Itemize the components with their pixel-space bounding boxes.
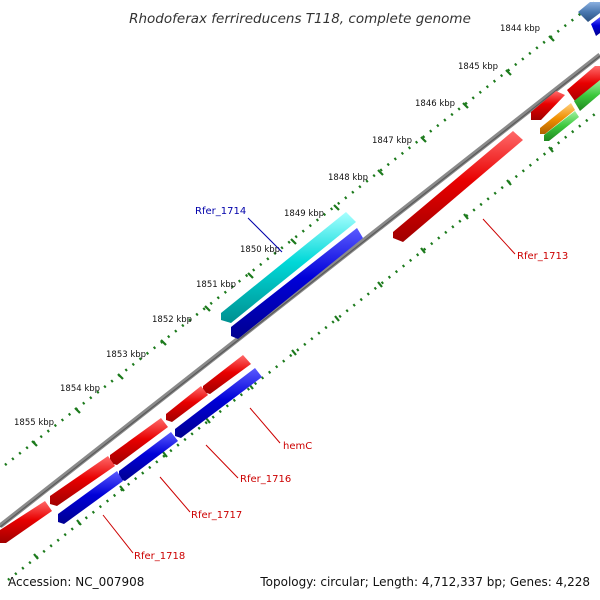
label-leaders: [102, 217, 516, 554]
gene-arrow-orange: [540, 103, 575, 134]
tick-label: 1851 kbp: [196, 280, 236, 290]
gene-arrow-red: [0, 501, 52, 543]
gene-arrow-Rfer_1714: [221, 212, 356, 323]
tick-label: 1854 kbp: [60, 384, 100, 394]
gene-arrow-red: [50, 456, 115, 506]
tick-label: 1848 kbp: [328, 173, 368, 183]
tick-label: 1853 kbp: [106, 350, 146, 360]
gene-arrow-steel: [578, 2, 600, 22]
gene-arrow-red: [203, 355, 251, 394]
gene-arrow-Rfer_1716: [119, 432, 178, 481]
genome-backbone: [0, 53, 600, 528]
gene-arrow-blue: [231, 228, 363, 339]
gene-label-Rfer_1717: Rfer_1717: [191, 510, 242, 521]
tick-label: 1852 kbp: [152, 315, 192, 325]
gene-arrow-red: [166, 386, 208, 422]
gene-label-Rfer_1713: Rfer_1713: [517, 251, 568, 262]
genome-summary-text: Topology: circular; Length: 4,712,337 bp…: [259, 575, 590, 589]
inner-tick-track: [7, 108, 600, 582]
gene-arrow-green: [574, 80, 600, 111]
tick-label: 1850 kbp: [240, 245, 280, 255]
gene-label-Rfer_1714: Rfer_1714: [195, 206, 246, 217]
gene-label-hemC: hemC: [283, 441, 312, 452]
gene-arrow-red: [567, 66, 600, 104]
gene-label-Rfer_1716: Rfer_1716: [240, 474, 291, 485]
tick-labels: 1844 kbp 1845 kbp 1846 kbp 1847 kbp 1848…: [14, 24, 540, 428]
accession-text: Accession: NC_007908: [8, 575, 144, 589]
gene-arrow-blue: [591, 17, 600, 36]
tick-label: 1846 kbp: [415, 99, 455, 109]
tick-label: 1849 kbp: [284, 209, 324, 219]
gene-arrow-red: [531, 91, 565, 120]
gene-arrow-Rfer_1713: [393, 131, 523, 242]
inner-major-ticks: [33, 146, 554, 560]
tick-label: 1847 kbp: [372, 136, 412, 146]
gene-arrow-Rfer_1717: [58, 471, 123, 524]
tick-label: 1844 kbp: [500, 24, 540, 34]
outer-major-ticks: [31, 35, 555, 447]
gene-label-Rfer_1718: Rfer_1718: [134, 551, 185, 562]
tick-label: 1855 kbp: [14, 418, 54, 428]
outer-tick-track: [4, 0, 599, 467]
tick-label: 1845 kbp: [458, 62, 498, 72]
gene-arrow-green: [544, 111, 579, 141]
gene-arrow-red: [110, 418, 168, 465]
gene-arrow-hemC: [175, 368, 262, 438]
map-title: Rhodoferax ferrireducens T118, complete …: [129, 11, 471, 27]
